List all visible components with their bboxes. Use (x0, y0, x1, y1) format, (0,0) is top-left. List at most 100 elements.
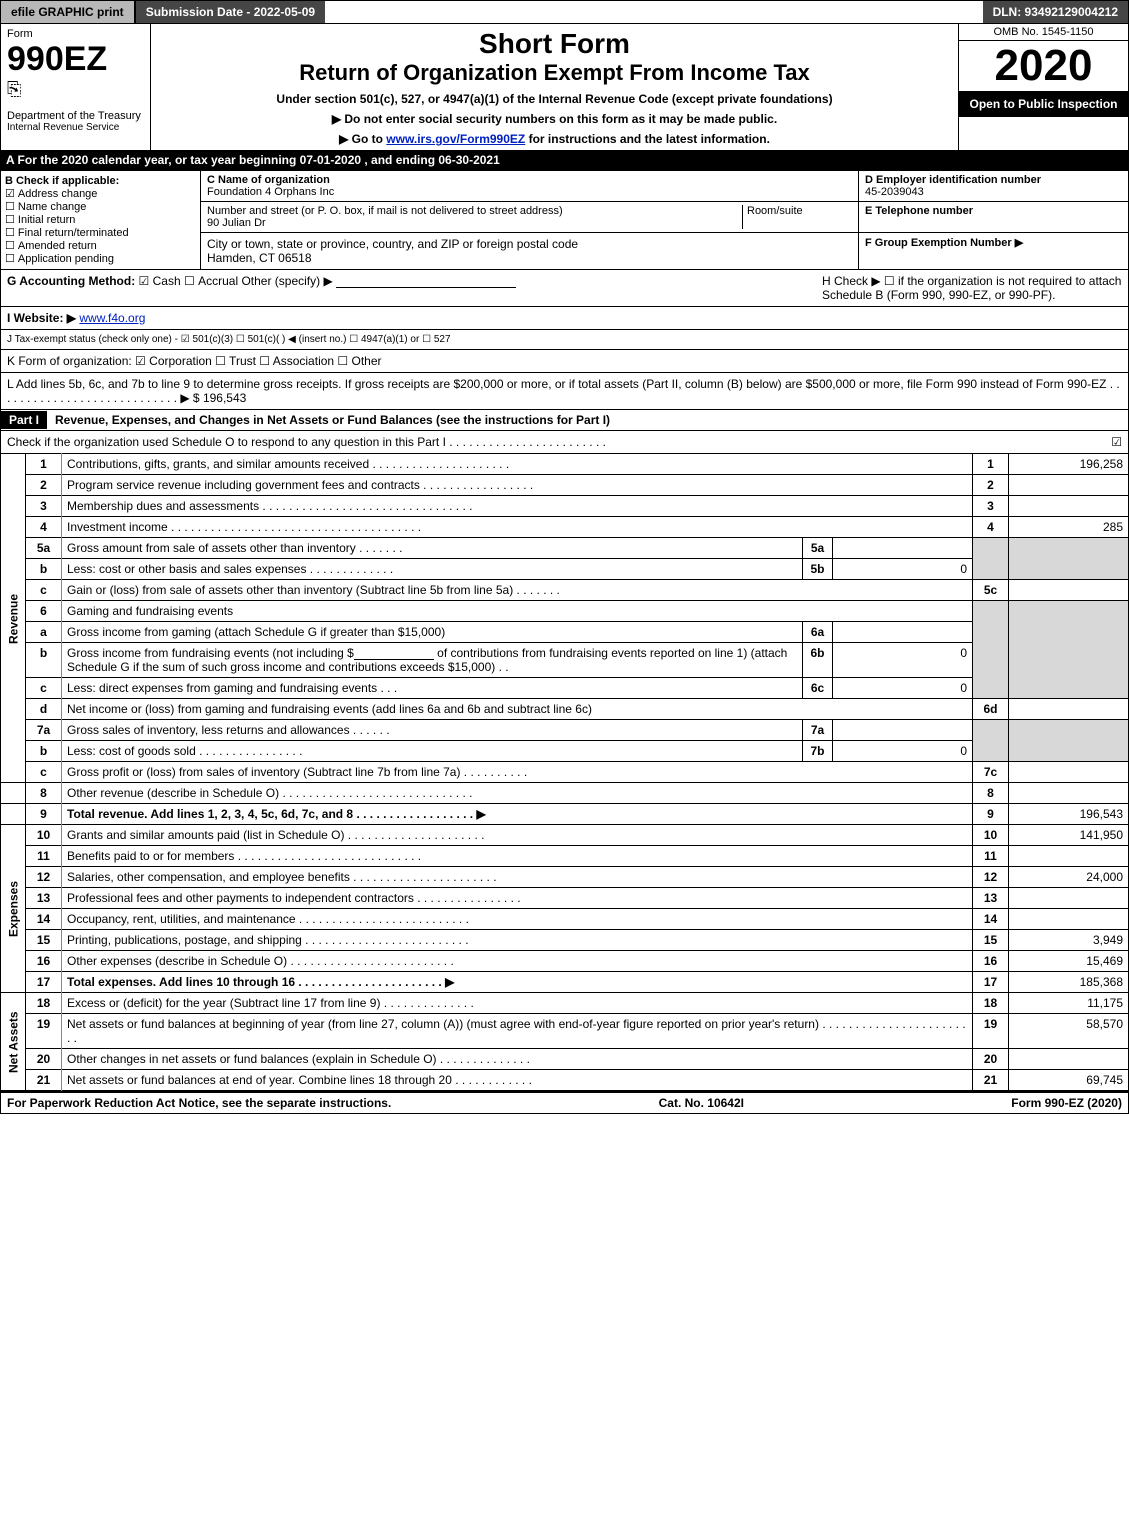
block-bcdef: B Check if applicable: ☑ Address change … (0, 170, 1129, 269)
box-b-opt-4[interactable]: ☐ Amended return (5, 239, 196, 252)
l1-num: 1 (26, 454, 62, 475)
box-c: C Name of organization Foundation 4 Orph… (201, 171, 858, 269)
line-g: G Accounting Method: ☑ Cash ☐ Accrual Ot… (7, 274, 822, 302)
irs-label: Internal Revenue Service (7, 122, 144, 133)
l6-desc: Gaming and fundraising events (62, 601, 973, 622)
l5c-amt (1009, 580, 1129, 601)
box-b-opt-0[interactable]: ☑ Address change (5, 187, 196, 200)
box-b-title: B Check if applicable: (5, 175, 196, 187)
l10-num: 10 (26, 825, 62, 846)
addr-label: Number and street (or P. O. box, if mail… (207, 205, 563, 217)
header-center: Short Form Return of Organization Exempt… (151, 24, 958, 150)
line-i-label: I Website: ▶ (7, 311, 76, 325)
l14-amt (1009, 909, 1129, 930)
line-g-h: G Accounting Method: ☑ Cash ☐ Accrual Ot… (0, 269, 1129, 306)
l19-num: 19 (26, 1014, 62, 1049)
l18-desc: Excess or (deficit) for the year (Subtra… (62, 993, 973, 1014)
accrual-checkbox[interactable]: ☐ (184, 274, 198, 288)
l15-num: 15 (26, 930, 62, 951)
line-a: A For the 2020 calendar year, or tax yea… (0, 150, 1129, 170)
other-label: Other (specify) ▶ (241, 274, 332, 288)
accrual-label: Accrual (198, 274, 238, 288)
box-b-opt-2[interactable]: ☐ Initial return (5, 213, 196, 226)
box-b-opt-3[interactable]: ☐ Final return/terminated (5, 226, 196, 239)
efile-print-button[interactable]: efile GRAPHIC print (1, 1, 136, 23)
part1-checkbox[interactable]: ☑ (1111, 435, 1122, 449)
org-city: Hamden, CT 06518 (207, 251, 312, 265)
l9-num: 9 (26, 804, 62, 825)
l4-desc: Investment income . . . . . . . . . . . … (62, 517, 973, 538)
l4-amt: 285 (1009, 517, 1129, 538)
goto-link[interactable]: www.irs.gov/Form990EZ (386, 132, 525, 146)
l20-box: 20 (973, 1049, 1009, 1070)
box-e-label: E Telephone number (865, 205, 973, 217)
l12-box: 12 (973, 867, 1009, 888)
l10-amt: 141,950 (1009, 825, 1129, 846)
l3-num: 3 (26, 496, 62, 517)
footer-right: Form 990-EZ (2020) (1011, 1096, 1122, 1110)
l7c-desc: Gross profit or (loss) from sales of inv… (62, 762, 973, 783)
open-public-box: Open to Public Inspection (959, 91, 1128, 117)
line-j: J Tax-exempt status (check only one) - ☑… (0, 329, 1129, 349)
l6c-num: c (26, 678, 62, 699)
l20-num: 20 (26, 1049, 62, 1070)
l19-desc: Net assets or fund balances at beginning… (62, 1014, 973, 1049)
ssn-warning: ▶ Do not enter social security numbers o… (155, 112, 954, 126)
l2-box: 2 (973, 475, 1009, 496)
top-bar: efile GRAPHIC print Submission Date - 20… (0, 0, 1129, 24)
l6b-minival: 0 (833, 643, 973, 678)
l11-desc: Benefits paid to or for members . . . . … (62, 846, 973, 867)
l7c-num: c (26, 762, 62, 783)
goto-pre: ▶ Go to (339, 132, 386, 146)
l12-amt: 24,000 (1009, 867, 1129, 888)
l15-box: 15 (973, 930, 1009, 951)
l5c-desc: Gain or (loss) from sale of assets other… (62, 580, 973, 601)
expenses-side-label: Expenses (1, 825, 26, 993)
goto-post: for instructions and the latest informat… (525, 132, 770, 146)
l6c-mini: 6c (803, 678, 833, 699)
title-sub: Under section 501(c), 527, or 4947(a)(1)… (155, 92, 954, 106)
l17-amt: 185,368 (1009, 972, 1129, 993)
l20-amt (1009, 1049, 1129, 1070)
box-def: D Employer identification number 45-2039… (858, 171, 1128, 269)
l7a-desc: Gross sales of inventory, less returns a… (62, 720, 803, 741)
l17-desc: Total expenses. Add lines 10 through 16 … (62, 972, 973, 993)
l10-box: 10 (973, 825, 1009, 846)
box-b-opt-1[interactable]: ☐ Name change (5, 200, 196, 213)
other-specify-input[interactable] (336, 276, 516, 288)
l7b-minival: 0 (833, 741, 973, 762)
line-k: K Form of organization: ☑ Corporation ☐ … (0, 349, 1129, 372)
page-footer: For Paperwork Reduction Act Notice, see … (0, 1091, 1129, 1114)
part1-checkline: Check if the organization used Schedule … (0, 430, 1129, 453)
l12-desc: Salaries, other compensation, and employ… (62, 867, 973, 888)
line-g-label: G Accounting Method: (7, 274, 135, 288)
footer-left: For Paperwork Reduction Act Notice, see … (7, 1096, 391, 1110)
cash-checkbox[interactable]: ☑ (139, 274, 153, 288)
l7b-desc: Less: cost of goods sold . . . . . . . .… (62, 741, 803, 762)
l9-box: 9 (973, 804, 1009, 825)
l14-num: 14 (26, 909, 62, 930)
l6c-desc: Less: direct expenses from gaming and fu… (62, 678, 803, 699)
l15-desc: Printing, publications, postage, and shi… (62, 930, 973, 951)
l4-num: 4 (26, 517, 62, 538)
part1-check-text: Check if the organization used Schedule … (7, 435, 606, 449)
website-link[interactable]: www.f4o.org (79, 311, 145, 325)
l5a-minival (833, 538, 973, 559)
submission-date: Submission Date - 2022-05-09 (136, 1, 325, 23)
box-c-label: C Name of organization (207, 174, 330, 186)
city-label: City or town, state or province, country… (207, 237, 578, 251)
part1-title: Revenue, Expenses, and Changes in Net As… (47, 410, 618, 430)
l17-num: 17 (26, 972, 62, 993)
l3-box: 3 (973, 496, 1009, 517)
room-label: Room/suite (747, 205, 803, 217)
line-l-text: L Add lines 5b, 6c, and 7b to line 9 to … (7, 377, 1120, 405)
l7b-mini: 7b (803, 741, 833, 762)
l5b-minival: 0 (833, 559, 973, 580)
l10-desc: Grants and similar amounts paid (list in… (62, 825, 973, 846)
box-b-opt-5[interactable]: ☐ Application pending (5, 252, 196, 265)
l15-amt: 3,949 (1009, 930, 1129, 951)
l21-desc: Net assets or fund balances at end of ye… (62, 1070, 973, 1091)
l6d-desc: Net income or (loss) from gaming and fun… (62, 699, 973, 720)
l19-box: 19 (973, 1014, 1009, 1049)
l2-amt (1009, 475, 1129, 496)
